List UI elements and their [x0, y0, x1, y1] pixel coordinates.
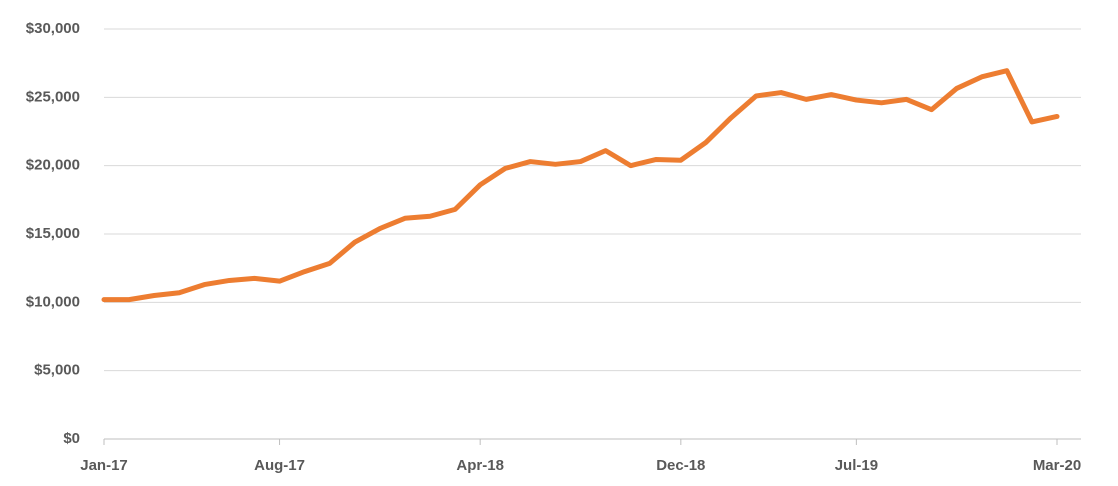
x-tick-label: Aug-17 [254, 457, 305, 474]
y-tick-label: $10,000 [26, 293, 80, 310]
y-tick-label: $5,000 [34, 362, 80, 379]
y-tick-label: $30,000 [26, 20, 80, 37]
x-tick-label: Mar-20 [1033, 457, 1081, 474]
y-tick-label: $0 [63, 430, 80, 447]
y-tick-label: $20,000 [26, 157, 80, 174]
x-tick-label: Jul-19 [835, 457, 878, 474]
y-tick-label: $15,000 [26, 225, 80, 242]
line-series [101, 68, 1060, 303]
x-tick-label: Dec-18 [656, 457, 705, 474]
y-tick-label: $25,000 [26, 88, 80, 105]
x-tick-label: Apr-18 [456, 457, 504, 474]
x-tick-label: Jan-17 [80, 457, 128, 474]
